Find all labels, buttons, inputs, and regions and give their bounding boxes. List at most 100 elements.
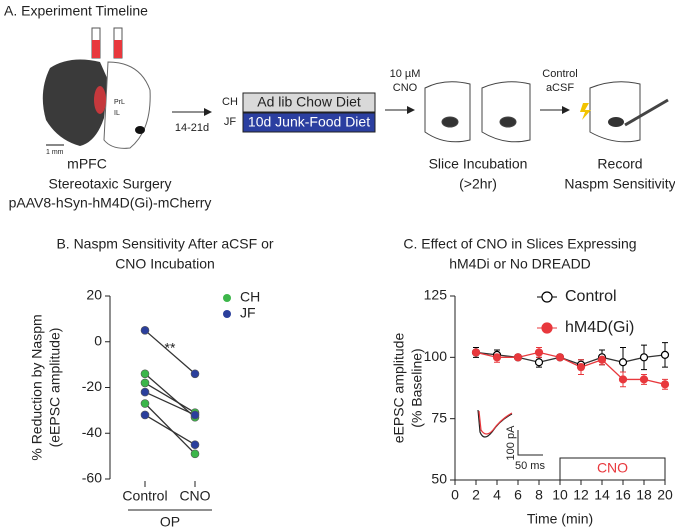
region-name: mPFC	[67, 156, 107, 172]
dot	[140, 369, 150, 379]
chart-title: CNO Incubation	[115, 256, 215, 272]
region-label: PrL	[114, 99, 125, 106]
series-line	[475, 351, 666, 366]
chart-title: C. Effect of CNO in Slices Expressing	[403, 236, 636, 252]
region-label: IL	[114, 110, 120, 117]
surgery-label: pAAV8-hSyn-hM4D(Gi)-mCherry	[9, 195, 212, 211]
y-tick-label: 75	[431, 409, 447, 425]
pair-line	[144, 391, 196, 416]
slice	[589, 81, 641, 143]
legend-marker	[223, 294, 231, 302]
dot	[190, 449, 200, 459]
electrode	[624, 98, 669, 127]
inset-label: 100 pA	[505, 425, 517, 461]
data-point	[492, 353, 502, 362]
x-tick-label: 14	[594, 487, 610, 503]
legend-marker	[223, 310, 231, 318]
treatment-label: Control	[542, 68, 577, 80]
slice-landmark	[608, 117, 624, 127]
data-point	[534, 358, 544, 367]
x-tick-label: 12	[573, 487, 589, 503]
x-tick-label: Control	[122, 488, 167, 504]
arrow-head	[562, 106, 570, 114]
x-tick-label: 10	[552, 487, 568, 503]
x-tick-label: 20	[657, 487, 673, 503]
data-point	[576, 363, 586, 372]
pair-line	[144, 373, 196, 418]
chart-title: hM4Di or No DREADD	[449, 256, 591, 272]
treatment-label: 10 µM	[390, 68, 421, 80]
pair-line	[144, 414, 196, 446]
diet-label: Ad lib Chow Diet	[257, 94, 361, 110]
x-tick-label: 8	[535, 487, 543, 503]
data-point	[513, 353, 523, 362]
legend-label: CH	[240, 289, 260, 305]
slice	[424, 81, 471, 143]
step-label: (>2hr)	[459, 176, 497, 192]
slices	[424, 81, 531, 143]
series-line	[475, 351, 666, 385]
slice	[481, 81, 531, 143]
data-point	[555, 353, 565, 362]
x-tick-label: CNO	[179, 488, 210, 504]
brain-landmark	[135, 126, 145, 134]
x-tick-label: 6	[514, 487, 522, 503]
delay-label: 14-21d	[175, 122, 209, 134]
arrow-head	[204, 108, 212, 116]
pair-line	[144, 403, 196, 455]
y-axis-label: (% Baseline)	[409, 348, 425, 427]
dot	[190, 369, 200, 379]
y-tick-label: 100	[424, 348, 448, 364]
inset-scale	[517, 430, 543, 456]
inset-label: 50 ms	[515, 460, 545, 472]
surgery-label: Stereotaxic Surgery	[49, 176, 172, 192]
syringe-fill	[92, 40, 100, 58]
y-tick-label: -60	[82, 470, 102, 486]
y-tick-label: -40	[82, 424, 102, 440]
data-point	[618, 375, 628, 384]
legend-label: JF	[240, 305, 256, 321]
dot	[140, 387, 150, 397]
dot	[190, 410, 200, 420]
diet-label: 10d Junk-Food Diet	[248, 114, 370, 130]
dot	[140, 378, 150, 388]
chart-title: B. Naspm Sensitivity After aCSF or	[56, 236, 273, 252]
treatment-label: aCSF	[546, 82, 574, 94]
pair-line	[144, 382, 196, 414]
legend-marker	[541, 322, 553, 334]
data-point	[471, 348, 481, 357]
x-tick-label: 18	[636, 487, 652, 503]
data-point	[639, 353, 649, 362]
y-axis-label: eEPSC amplitude	[391, 333, 407, 444]
syringe-fill	[114, 40, 122, 58]
pair-line	[144, 329, 196, 375]
y-tick-label: 20	[86, 287, 102, 303]
dot	[190, 440, 200, 449]
dot	[140, 410, 150, 420]
arrow-head	[407, 106, 415, 114]
slice-landmark	[499, 116, 517, 128]
y-axis-label: (eEPSC amplitude)	[47, 328, 63, 448]
legend-label: Control	[565, 288, 617, 305]
data-point	[660, 380, 670, 389]
legend-marker	[541, 291, 553, 303]
data-point	[639, 375, 649, 384]
diet-box	[242, 112, 376, 133]
step-label: Naspm Sensitivity	[564, 176, 675, 192]
brain-outline	[103, 61, 151, 149]
data-point	[618, 358, 628, 367]
x-tick-label: 0	[451, 487, 459, 503]
injection-site	[94, 86, 106, 114]
step-label: Record	[597, 156, 642, 172]
y-tick-label: 0	[94, 332, 102, 348]
data-point	[597, 355, 607, 364]
diet-box	[242, 92, 376, 113]
dot	[140, 399, 150, 408]
y-tick-label: 50	[431, 471, 447, 487]
annotation: **	[165, 339, 176, 355]
x-axis-label: Time (min)	[527, 511, 593, 527]
y-tick-label: 125	[424, 287, 448, 303]
y-axis-label: % Reduction by Naspm	[29, 314, 45, 460]
slice-landmark	[441, 116, 459, 128]
